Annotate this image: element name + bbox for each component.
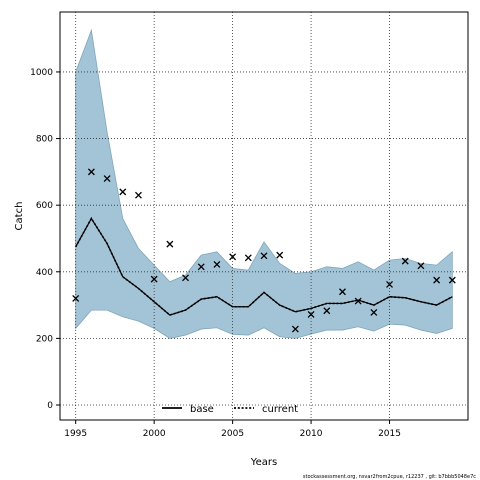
y-axis-label: Catch xyxy=(14,202,25,231)
observation-point-layer xyxy=(72,168,456,333)
observation-point-2011 xyxy=(323,307,331,315)
legend-label-current: current xyxy=(262,404,298,415)
confidence-band-layer xyxy=(75,28,453,339)
y-tick-label-200: 200 xyxy=(36,334,53,344)
x-axis-label: Years xyxy=(250,457,277,468)
legend: base current xyxy=(162,404,298,415)
x-tick-label-1995: 1995 xyxy=(64,429,87,439)
observation-point-1995 xyxy=(72,294,80,302)
observation-point-2000 xyxy=(150,275,158,283)
observation-point-2007 xyxy=(260,252,268,260)
tick-layer: 1995 2000 2005 2010 2015 0 200 400 600 800 1000 xyxy=(30,68,401,439)
y-tick-label-600: 600 xyxy=(36,201,53,211)
observation-point-1996 xyxy=(87,168,95,176)
observation-point-2009 xyxy=(291,325,299,333)
observation-point-2006 xyxy=(244,254,252,262)
observation-point-2004 xyxy=(213,261,221,268)
x-tick-label-2005: 2005 xyxy=(221,429,244,439)
observation-point-2005 xyxy=(229,253,237,261)
observation-point-2001 xyxy=(166,240,174,248)
y-tick-label-800: 800 xyxy=(36,135,53,145)
observation-point-1999 xyxy=(135,191,142,199)
observation-point-1997 xyxy=(103,175,111,182)
observation-point-2014 xyxy=(370,308,378,316)
series-line-layer xyxy=(74,216,453,316)
observation-point-2002 xyxy=(182,274,189,282)
observation-point-2003 xyxy=(197,263,205,271)
y-tick-label-1000: 1000 xyxy=(30,68,53,78)
plot-frame xyxy=(59,11,469,421)
y-tick-label-400: 400 xyxy=(36,268,53,278)
observation-point-2018 xyxy=(433,276,441,284)
x-tick-label-2010: 2010 xyxy=(300,429,323,439)
x-tick-label-2015: 2015 xyxy=(378,429,401,439)
observation-point-2008 xyxy=(276,251,284,259)
series-line-current xyxy=(74,216,453,316)
grid-layer xyxy=(60,12,468,420)
observation-point-2015 xyxy=(386,280,393,288)
x-tick-label-2000: 2000 xyxy=(143,429,166,439)
observation-point-2017 xyxy=(417,262,425,270)
observation-point-2013 xyxy=(354,297,362,305)
footer-note: stockassessment.org, nsvar2from2cpue, r1… xyxy=(303,474,476,480)
observation-point-1998 xyxy=(119,188,127,196)
observation-point-2010 xyxy=(307,310,315,318)
observation-point-2019 xyxy=(448,276,456,284)
confidence-band xyxy=(75,28,453,339)
y-tick-label-0: 0 xyxy=(47,401,53,411)
observation-point-2016 xyxy=(401,257,409,265)
observation-point-2012 xyxy=(339,288,346,296)
legend-label-base: base xyxy=(190,404,214,415)
